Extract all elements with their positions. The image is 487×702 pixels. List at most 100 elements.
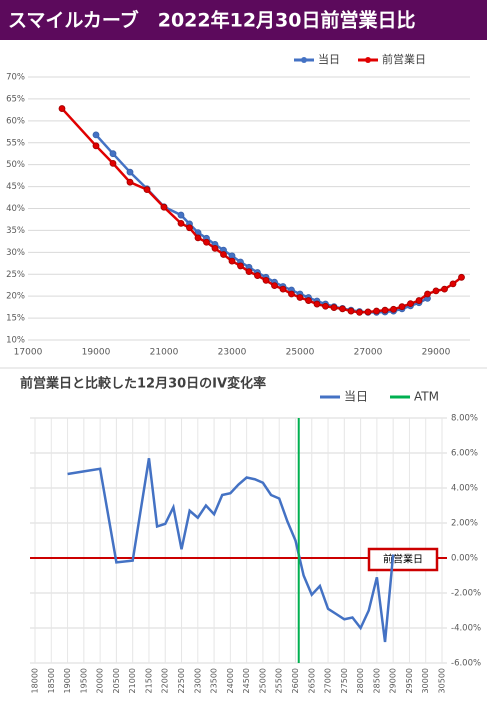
data-point xyxy=(313,300,321,308)
x-tick-label: 24000 xyxy=(226,668,235,693)
x-tick-label: 27000 xyxy=(354,348,383,358)
x-tick-label: 18000 xyxy=(31,668,40,693)
y-tick-label: 8.00% xyxy=(451,414,478,424)
x-tick-label: 29500 xyxy=(405,668,414,693)
data-point xyxy=(109,150,117,158)
data-point xyxy=(194,234,202,242)
x-tick-label: 25000 xyxy=(258,668,267,693)
x-tick-label: 19000 xyxy=(82,348,111,358)
x-tick-label: 29000 xyxy=(422,348,451,358)
x-tick-label: 21000 xyxy=(128,668,137,693)
data-point xyxy=(390,305,397,313)
data-point xyxy=(373,307,380,315)
data-point xyxy=(143,186,151,194)
y-tick-label: 0.00% xyxy=(451,554,478,564)
x-tick-label: 28000 xyxy=(356,668,365,693)
data-point xyxy=(220,251,227,258)
data-point xyxy=(330,304,338,311)
data-point xyxy=(424,290,431,298)
x-tick-label: 23500 xyxy=(210,668,219,693)
reference-label-box xyxy=(367,547,439,572)
x-tick-label: 25000 xyxy=(286,348,315,358)
data-point xyxy=(126,168,134,176)
y-tick-label: 50% xyxy=(6,160,25,170)
data-point xyxy=(177,211,185,219)
data-point xyxy=(449,280,457,288)
data-point xyxy=(305,297,312,304)
data-point xyxy=(109,159,117,167)
data-point xyxy=(364,308,372,316)
data-point xyxy=(237,262,244,270)
data-point xyxy=(458,273,465,281)
data-point xyxy=(262,276,270,284)
data-point xyxy=(432,287,440,295)
y-tick-label: 30% xyxy=(6,248,25,258)
legend-label: 当日 xyxy=(344,390,368,404)
data-point xyxy=(203,238,210,246)
y-tick-label: -6.00% xyxy=(451,659,481,669)
data-point xyxy=(177,220,185,227)
legend-marker xyxy=(365,57,371,63)
data-point xyxy=(288,290,295,298)
data-point xyxy=(92,142,100,150)
data-point xyxy=(322,302,329,310)
y-tick-label: 6.00% xyxy=(451,449,478,459)
y-tick-label: 15% xyxy=(6,314,25,324)
x-tick-label: 19500 xyxy=(79,668,88,693)
series-line xyxy=(61,107,463,314)
y-tick-label: 40% xyxy=(6,204,25,214)
data-point xyxy=(347,307,355,315)
x-tick-label: 26000 xyxy=(291,668,300,693)
x-tick-label: 29000 xyxy=(389,668,398,693)
x-tick-label: 30500 xyxy=(438,668,447,693)
x-tick-label: 20500 xyxy=(112,668,121,693)
x-tick-label: 27000 xyxy=(324,668,333,693)
y-tick-label: 70% xyxy=(6,73,25,83)
data-point xyxy=(58,105,66,112)
x-tick-label: 26500 xyxy=(307,668,316,693)
data-point xyxy=(92,131,100,139)
legend-label: ATM xyxy=(414,390,439,404)
data-point xyxy=(356,308,363,316)
x-tick-label: 27500 xyxy=(340,668,349,693)
y-tick-label: 45% xyxy=(6,182,25,192)
x-tick-label: 21000 xyxy=(150,348,179,358)
header-title: スマイルカーブ 2022年12月30日前営業日比 xyxy=(8,9,415,32)
y-tick-label: 2.00% xyxy=(451,519,478,529)
x-tick-label: 30000 xyxy=(421,668,430,693)
data-point xyxy=(160,203,168,211)
y-tick-label: 55% xyxy=(6,138,25,148)
header-band xyxy=(0,0,487,40)
chart-title: 前営業日と比較した12月30日のIV変化率 xyxy=(20,376,266,392)
legend-label: 当日 xyxy=(318,52,340,66)
data-point xyxy=(186,224,193,232)
y-tick-label: 10% xyxy=(6,336,25,346)
y-tick-label: 60% xyxy=(6,116,25,126)
data-point xyxy=(381,306,389,314)
x-tick-label: 19000 xyxy=(63,668,72,693)
x-tick-label: 21500 xyxy=(144,668,153,693)
data-point xyxy=(271,282,278,290)
y-tick-label: 65% xyxy=(6,94,25,104)
data-point xyxy=(228,257,236,265)
y-tick-label: 4.00% xyxy=(451,484,478,494)
legend-marker xyxy=(301,57,307,63)
data-point xyxy=(441,285,448,293)
legend-label: 前営業日 xyxy=(382,52,426,66)
x-tick-label: 20000 xyxy=(96,668,105,693)
data-point xyxy=(245,268,253,276)
x-tick-label: 24500 xyxy=(242,668,251,693)
y-tick-label: 20% xyxy=(6,292,25,302)
y-tick-label: -2.00% xyxy=(451,589,481,599)
x-tick-label: 18500 xyxy=(47,668,56,693)
data-point xyxy=(339,305,346,313)
data-point xyxy=(211,244,219,252)
x-tick-label: 17000 xyxy=(14,348,43,358)
y-tick-label: 25% xyxy=(6,270,25,280)
x-tick-label: 23000 xyxy=(193,668,202,693)
data-point xyxy=(279,285,287,293)
series-line xyxy=(67,458,395,643)
y-tick-label: -4.00% xyxy=(451,624,481,634)
data-point xyxy=(126,178,134,186)
data-point xyxy=(407,300,414,308)
